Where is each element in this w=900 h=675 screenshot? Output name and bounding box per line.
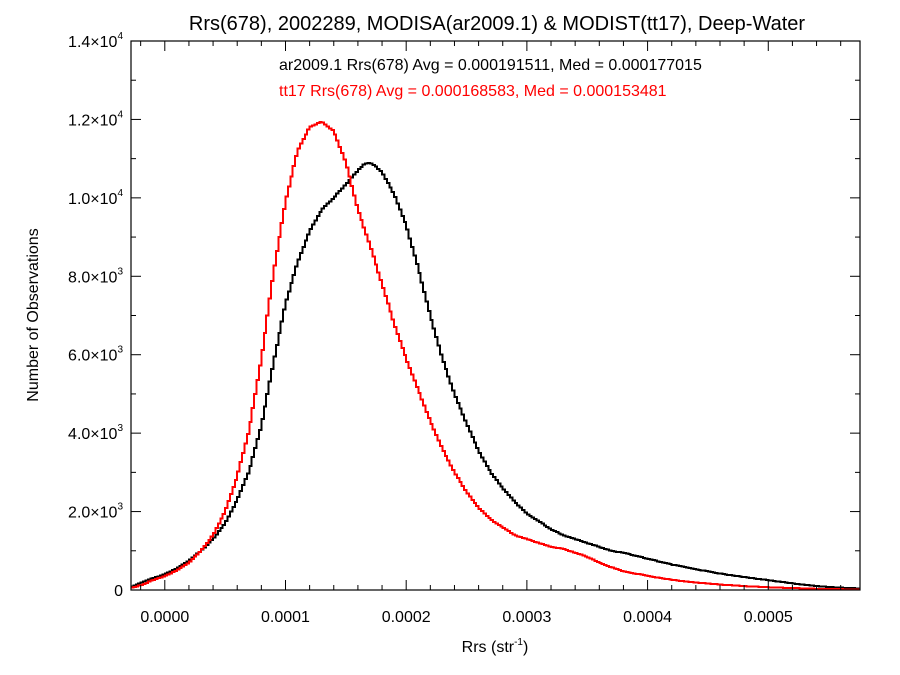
x-axis-label: Rrs (str-1) — [462, 637, 529, 656]
axis-ticks — [131, 40, 860, 591]
x-tick-label: 0.0002 — [382, 609, 431, 626]
y-tick-label-exponent: 4 — [117, 109, 123, 120]
y-tick-label: 2.0×103 — [68, 502, 123, 522]
x-axis-label-main: Rrs (str — [462, 639, 515, 656]
y-tick-label-base: 2.0×10 — [68, 505, 117, 522]
y-tick-label-exponent: 3 — [117, 502, 123, 513]
x-axis-label-sup: -1 — [514, 637, 523, 648]
y-tick-label-base: 1.4×10 — [68, 34, 117, 51]
y-axis-label: Number of Observations — [25, 228, 42, 401]
y-tick-label: 8.0×103 — [68, 266, 123, 286]
y-tick-label-exponent: 3 — [117, 423, 123, 434]
plot-area — [130, 40, 861, 591]
y-tick-label: 4.0×103 — [68, 423, 123, 443]
y-tick-label: 1.0×104 — [68, 188, 123, 208]
y-tick-label: 0 — [114, 583, 123, 600]
y-tick-label: 6.0×103 — [68, 345, 123, 365]
y-tick-label-base: 1.0×10 — [68, 191, 117, 208]
y-tick-label-base: 1.2×10 — [68, 112, 117, 129]
legend-entry-ar2009: ar2009.1 Rrs(678) Avg = 0.000191511, Med… — [279, 57, 702, 74]
y-tick-label: 1.4×104 — [68, 31, 123, 51]
x-tick-label: 0.0003 — [502, 609, 551, 626]
y-tick-labels: 02.0×1034.0×1036.0×1038.0×1031.0×1041.2×… — [68, 31, 123, 600]
y-tick-label-exponent: 4 — [117, 31, 123, 42]
x-axis-label-end: ) — [523, 639, 528, 656]
x-tick-label: 0.0001 — [261, 609, 310, 626]
legend-entry-tt17: tt17 Rrs(678) Avg = 0.000168583, Med = 0… — [279, 83, 667, 100]
series-line-1 — [131, 120, 860, 591]
series-line-0 — [131, 161, 860, 590]
x-tick-label: 0.0000 — [140, 609, 189, 626]
y-tick-label-base: 0 — [114, 583, 123, 600]
y-tick-label: 1.2×104 — [68, 109, 123, 129]
x-tick-labels: 0.0000 0.0001 0.0002 0.0003 0.0004 0.0005 — [140, 609, 793, 626]
y-tick-label-exponent: 3 — [117, 345, 123, 356]
x-tick-label: 0.0004 — [623, 609, 672, 626]
plot-frame — [130, 40, 861, 591]
y-tick-label-base: 6.0×10 — [68, 348, 117, 365]
y-tick-label-exponent: 3 — [117, 266, 123, 277]
y-tick-label-exponent: 4 — [117, 188, 123, 199]
x-tick-label: 0.0005 — [744, 609, 793, 626]
y-tick-label-base: 8.0×10 — [68, 269, 117, 286]
chart-title: Rrs(678), 2002289, MODISA(ar2009.1) & MO… — [189, 13, 805, 35]
y-tick-label-base: 4.0×10 — [68, 426, 117, 443]
series-layer — [131, 120, 860, 591]
